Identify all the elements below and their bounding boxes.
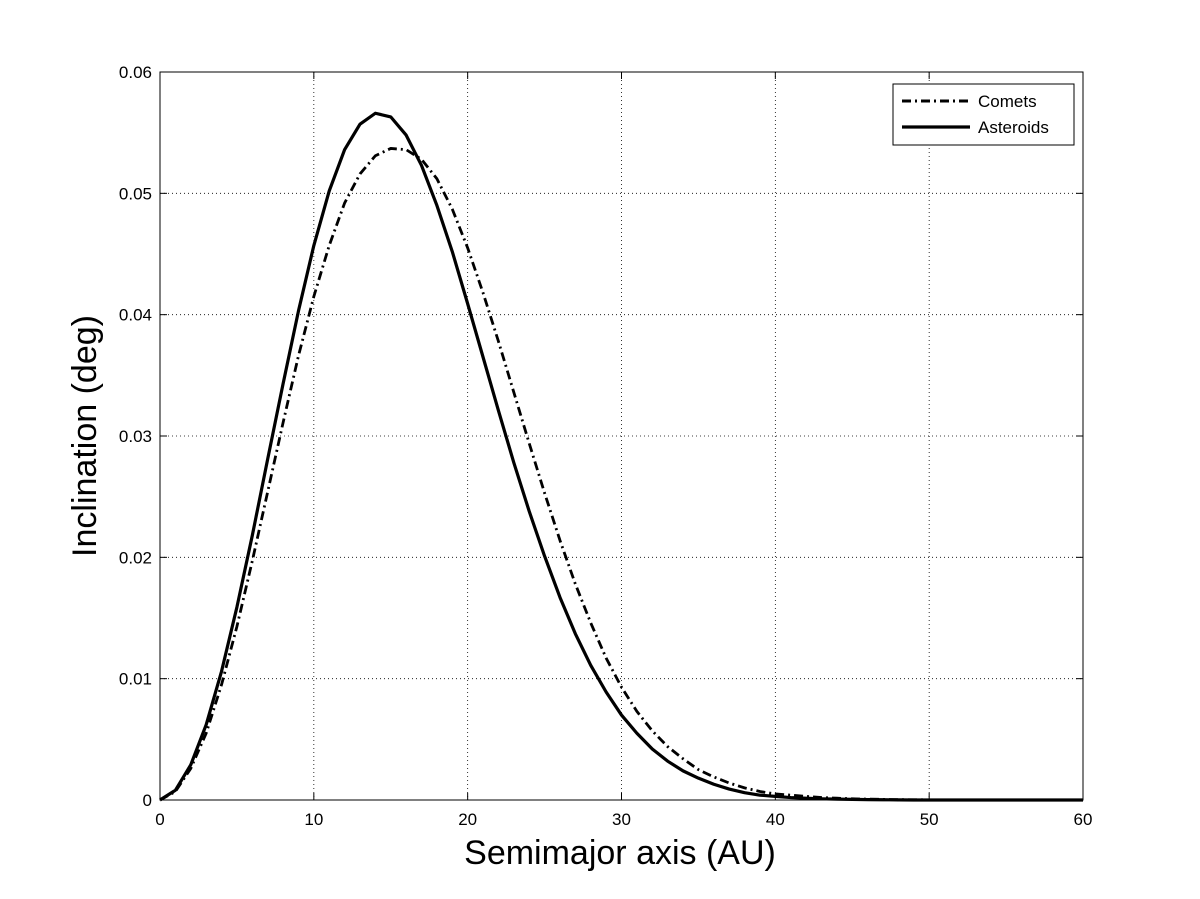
grid-lines xyxy=(160,72,1083,800)
x-tick-label: 20 xyxy=(458,810,477,829)
x-axis-title: Semimajor axis (AU) xyxy=(464,834,776,872)
axis-tick-labels: 0 10 20 30 40 50 60 0 0.01 0.02 0.03 0.04 0.05 0.06 xyxy=(119,63,1093,829)
y-tick-label: 0.06 xyxy=(119,63,152,82)
legend: Comets Asteroids xyxy=(892,83,1075,146)
y-tick-label: 0.02 xyxy=(119,548,152,567)
x-tick-label: 0 xyxy=(155,810,164,829)
legend-label-asteroids: Asteroids xyxy=(978,118,1049,137)
x-tick-label: 50 xyxy=(920,810,939,829)
y-tick-label: 0.01 xyxy=(119,670,152,689)
y-tick-label: 0.05 xyxy=(119,184,152,203)
x-tick-label: 60 xyxy=(1074,810,1093,829)
x-tick-label: 40 xyxy=(766,810,785,829)
x-tick-label: 30 xyxy=(612,810,631,829)
x-tick-label: 10 xyxy=(304,810,323,829)
y-tick-label: 0 xyxy=(143,791,152,810)
axis-ticks xyxy=(159,71,1084,801)
legend-label-comets: Comets xyxy=(978,92,1037,111)
y-axis-title: Inclination (deg) xyxy=(66,315,104,557)
y-tick-label: 0.04 xyxy=(119,306,152,325)
y-tick-label: 0.03 xyxy=(119,427,152,446)
legend-box xyxy=(892,83,1075,146)
